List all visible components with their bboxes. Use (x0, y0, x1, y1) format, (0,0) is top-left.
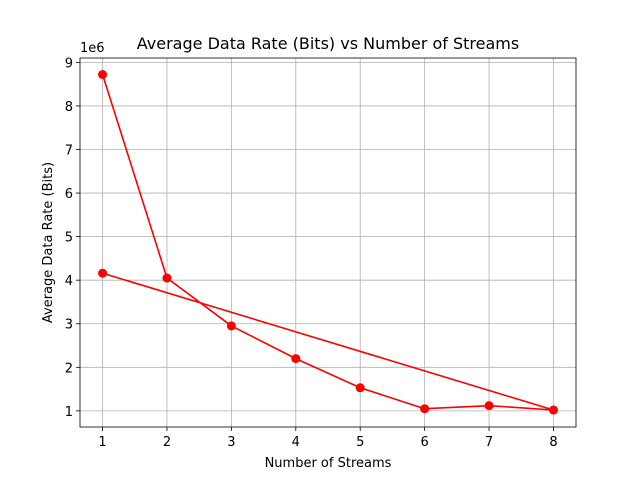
x-tick-label-5: 5 (356, 435, 364, 450)
y-axis-label: Average Data Rate (Bits) (41, 162, 56, 323)
y-tick-label-9: 9 (65, 56, 73, 71)
y-tick-label-1: 1 (65, 405, 73, 420)
y-tick-label-7: 7 (65, 143, 73, 158)
x-tick-label-1: 1 (98, 435, 106, 450)
series-layer (98, 70, 558, 415)
data-point-6 (420, 404, 430, 414)
y-tick-label-2: 2 (65, 361, 73, 376)
y-tick-label-4: 4 (65, 274, 73, 289)
data-point-4 (291, 354, 301, 364)
data-point-3 (226, 321, 236, 331)
y-axis-offset-label: 1e6 (80, 41, 105, 56)
data-point-7 (484, 401, 494, 411)
data-point-9 (98, 268, 108, 278)
y-tick-label-5: 5 (65, 231, 73, 246)
data-point-8 (548, 405, 558, 415)
data-point-5 (355, 383, 365, 393)
ticks: 1 2 3 4 5 6 7 8 1 2 3 4 5 6 7 8 9 (65, 56, 558, 450)
grid-lines (80, 58, 576, 427)
axes (79, 57, 577, 428)
data-point-1 (98, 70, 108, 80)
x-tick-label-3: 3 (227, 435, 235, 450)
y-tick-label-8: 8 (65, 100, 73, 115)
plot-area (80, 58, 576, 427)
x-tick-label-6: 6 (420, 435, 428, 450)
x-tick-label-4: 4 (292, 435, 300, 450)
y-tick-label-6: 6 (65, 187, 73, 202)
data-point-2 (162, 273, 172, 283)
y-tick-label-3: 3 (65, 318, 73, 333)
axes-frame (79, 57, 577, 428)
x-tick-label-2: 2 (163, 435, 171, 450)
chart-title: Average Data Rate (Bits) vs Number of St… (137, 34, 519, 53)
x-tick-label-8: 8 (549, 435, 557, 450)
x-tick-label-7: 7 (485, 435, 493, 450)
x-axis-label: Number of Streams (265, 456, 392, 471)
